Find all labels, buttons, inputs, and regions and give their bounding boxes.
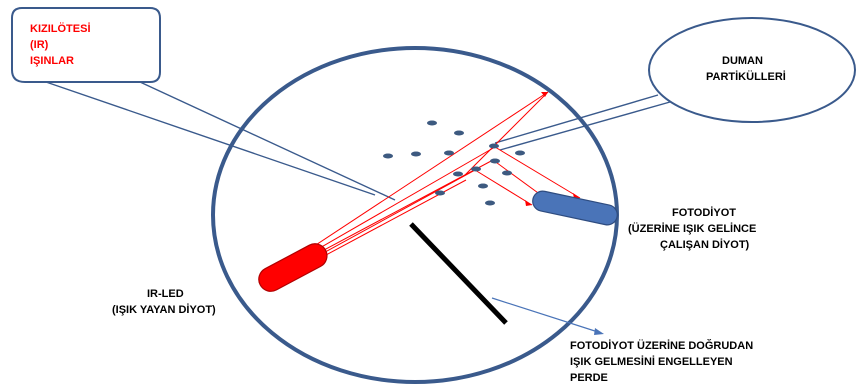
barrier-label-line: FOTODİYOT ÜZERİNE DOĞRUDAN [570,339,753,352]
ir-rays-callout-bubble [11,7,161,83]
smoke-particle [383,153,393,159]
ir-ray-reflected [494,146,581,199]
ir-led [258,243,328,292]
photodiode-label-line: (ÜZERİNE IŞIK GELİNCE [628,222,756,235]
ir-ray-arrowhead [541,92,548,97]
barrier-label-line: FOTODİYOT ÜZERİNE DOĞRUDAN [570,339,753,352]
photodiode-body [532,190,618,226]
ir-rays-label-line: (IR) [30,39,49,51]
smoke-particle [515,150,525,156]
barrier-pointer-arrowhead [594,328,604,335]
smoke-particles [383,120,525,206]
ir-ray [291,146,496,265]
ir-ray-arrowhead [525,200,532,206]
ir-rays-label-line: KIZILÖTESİ [30,22,91,35]
smoke-particles-label-line: DUMAN [722,55,763,67]
ir-ray-reflected [474,169,533,206]
smoke-particles-label-line: PARTİKÜLLERİ [706,70,786,83]
ir-led-label-line: (IŞIK YAYAN DİYOT) [112,303,216,316]
ir-ray [289,91,549,263]
smoke-particles-callout-bubble [648,17,856,123]
photodiode [532,190,618,226]
smoke-particle [444,150,454,156]
ir-rays-label-line: KIZILÖTESİ [30,22,91,35]
ir-rays-callout-tail [139,81,396,201]
smoke-particle [502,170,512,176]
ir-ray-reflected [464,91,549,176]
ir-led-label-line: IR-LED [147,288,184,300]
barrier-label-line: PERDE [570,372,608,384]
barrier-pointer-line [491,297,599,333]
photodiode-label-line: (ÜZERİNE IŞIK GELİNCE [628,222,756,235]
barrier-label-line: IŞIK GELMESİNİ ENGELLEYEN [570,355,733,368]
smoke-particle [485,200,495,206]
smoke-particle [489,143,499,149]
photodiode-label-line: FOTODİYOT [672,206,736,219]
detection-chamber [211,46,619,384]
smoke-particle [435,190,445,196]
barrier-label: FOTODİYOT ÜZERİNE DOĞRUDAN IŞIK GELMESİN… [570,339,753,384]
smoke-particle [454,130,464,136]
smoke-particle [490,158,500,164]
ir-rays-callout-tail [45,81,376,196]
photodiode-label-line: FOTODİYOT [672,206,736,219]
ir-rays-label-line: IŞINLAR [30,55,74,67]
ir-rays-label-line: (IR) [30,39,49,51]
smoke-particle [427,120,437,126]
ir-led-label-line: (IŞIK YAYAN DİYOT) [112,303,216,316]
photodiode-label-line: ÇALIŞAN DİYOT) [660,238,750,251]
ir-rays [289,91,581,271]
smoke-particles-callout-tail [494,94,659,144]
ir-led-label-line: IR-LED [147,288,184,300]
smoke-particles-callout: DUMAN PARTİKÜLLERİ [494,17,856,151]
photodiode-label-line: ÇALIŞAN DİYOT) [660,238,750,251]
smoke-particle [478,183,488,189]
ir-led-body [258,243,328,292]
barrier-label-line: PERDE [570,372,608,384]
ir-led-label: IR-LED (IŞIK YAYAN DİYOT) [112,288,216,316]
light-barrier [409,222,508,325]
smoke-particle [471,166,481,172]
smoke-particles-label-line: DUMAN [722,55,763,67]
smoke-particles-label-line: PARTİKÜLLERİ [706,70,786,83]
ir-rays-callout: KIZILÖTESİ (IR) IŞINLAR [11,7,396,201]
photodiode-label: FOTODİYOT (ÜZERİNE IŞIK GELİNCE ÇALIŞAN … [628,206,756,251]
smoke-particle [453,171,463,177]
barrier-pointer [491,297,604,335]
barrier-label-line: IŞIK GELMESİNİ ENGELLEYEN [570,355,733,368]
ir-ray-reflected [492,159,546,199]
ir-rays-label-line: IŞINLAR [30,55,74,67]
smoke-particle [411,151,421,157]
ir-ray [293,159,494,267]
